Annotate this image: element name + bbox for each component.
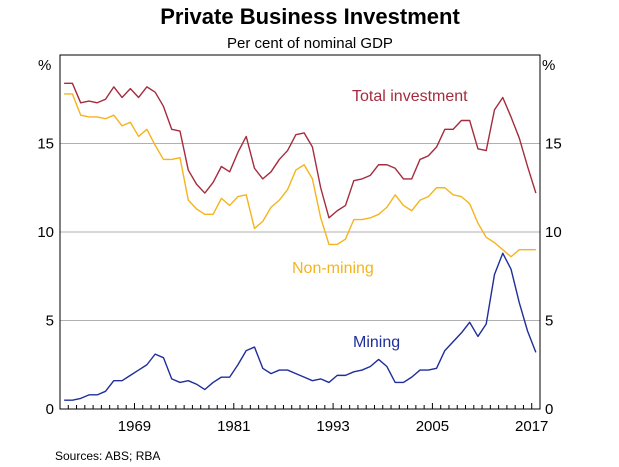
y-tick-left-5: 5 [46, 313, 54, 330]
x-tick-label-1969: 1969 [118, 418, 151, 435]
x-axis-ticks: 1969 1981 1993 2005 2017 [59, 403, 548, 435]
y-unit-right: % [542, 57, 555, 74]
x-tick-label-2017: 2017 [515, 418, 548, 435]
y-unit-left: % [38, 57, 51, 74]
y-tick-right-10: 10 [545, 224, 562, 241]
chart-subtitle: Per cent of nominal GDP [227, 35, 393, 52]
y-tick-right-15: 15 [545, 136, 562, 153]
y-tick-right-0: 0 [545, 401, 553, 418]
series-line-total [64, 82, 537, 219]
y-tick-left-15: 15 [37, 136, 54, 153]
series-label-mining: Mining [353, 334, 400, 351]
y-tick-left-10: 10 [37, 224, 54, 241]
y-tick-right-5: 5 [545, 313, 553, 330]
x-tick-label-1993: 1993 [316, 418, 349, 435]
chart-title: Private Business Investment [160, 4, 460, 29]
series-line-nonmining [64, 93, 536, 258]
series-group [64, 82, 537, 401]
x-tick-label-2005: 2005 [416, 418, 449, 435]
x-tick-label-1981: 1981 [217, 418, 250, 435]
series-label-total: Total investment [352, 88, 468, 105]
y-tick-left-0: 0 [46, 401, 54, 418]
series-line-mining [64, 252, 537, 401]
y-axis-ticks: 0 0 5 5 10 10 15 15 [37, 136, 561, 419]
gridlines [60, 143, 540, 321]
series-label-nonmining: Non-mining [292, 260, 374, 277]
source-note: Sources: ABS; RBA [55, 449, 160, 463]
